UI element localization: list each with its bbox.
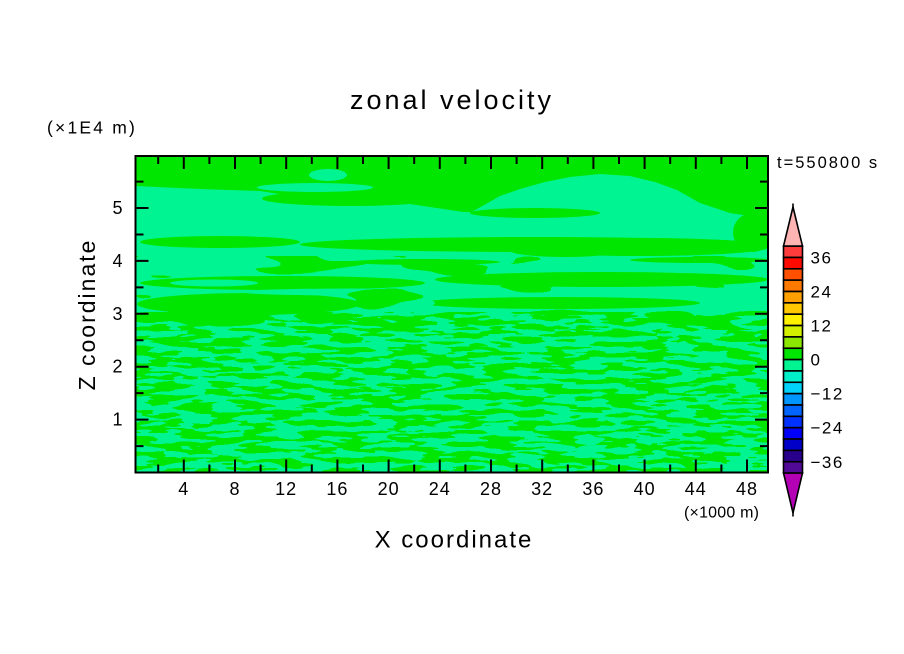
svg-text:28: 28 — [480, 479, 502, 499]
svg-text:5: 5 — [112, 198, 122, 218]
svg-text:8: 8 — [229, 479, 240, 499]
svg-text:24: 24 — [429, 479, 451, 499]
svg-text:−24: −24 — [811, 419, 844, 438]
svg-text:36: 36 — [811, 248, 833, 267]
svg-text:48: 48 — [736, 479, 758, 499]
svg-text:4: 4 — [112, 251, 122, 271]
svg-text:Z coordinate: Z coordinate — [74, 239, 100, 391]
svg-text:0: 0 — [811, 351, 822, 370]
svg-text:32: 32 — [531, 479, 553, 499]
svg-text:12: 12 — [811, 317, 833, 336]
svg-text:−36: −36 — [811, 453, 844, 472]
svg-text:X coordinate: X coordinate — [375, 527, 534, 554]
svg-text:1: 1 — [112, 410, 122, 430]
svg-text:44: 44 — [685, 479, 707, 499]
svg-text:3: 3 — [112, 304, 122, 324]
svg-text:2: 2 — [112, 357, 122, 377]
svg-text:−12: −12 — [811, 385, 844, 404]
svg-text:20: 20 — [378, 479, 400, 499]
svg-text:zonal velocity: zonal velocity — [350, 85, 554, 115]
svg-text:(×1000 m): (×1000 m) — [684, 505, 759, 522]
svg-text:24: 24 — [811, 283, 833, 302]
svg-text:16: 16 — [326, 479, 348, 499]
svg-text:4: 4 — [178, 479, 189, 499]
svg-text:40: 40 — [634, 479, 656, 499]
svg-text:(×1E4 m): (×1E4 m) — [47, 118, 137, 138]
svg-text:t=550800 s: t=550800 s — [777, 154, 879, 172]
svg-text:36: 36 — [582, 479, 604, 499]
svg-text:12: 12 — [275, 479, 297, 499]
